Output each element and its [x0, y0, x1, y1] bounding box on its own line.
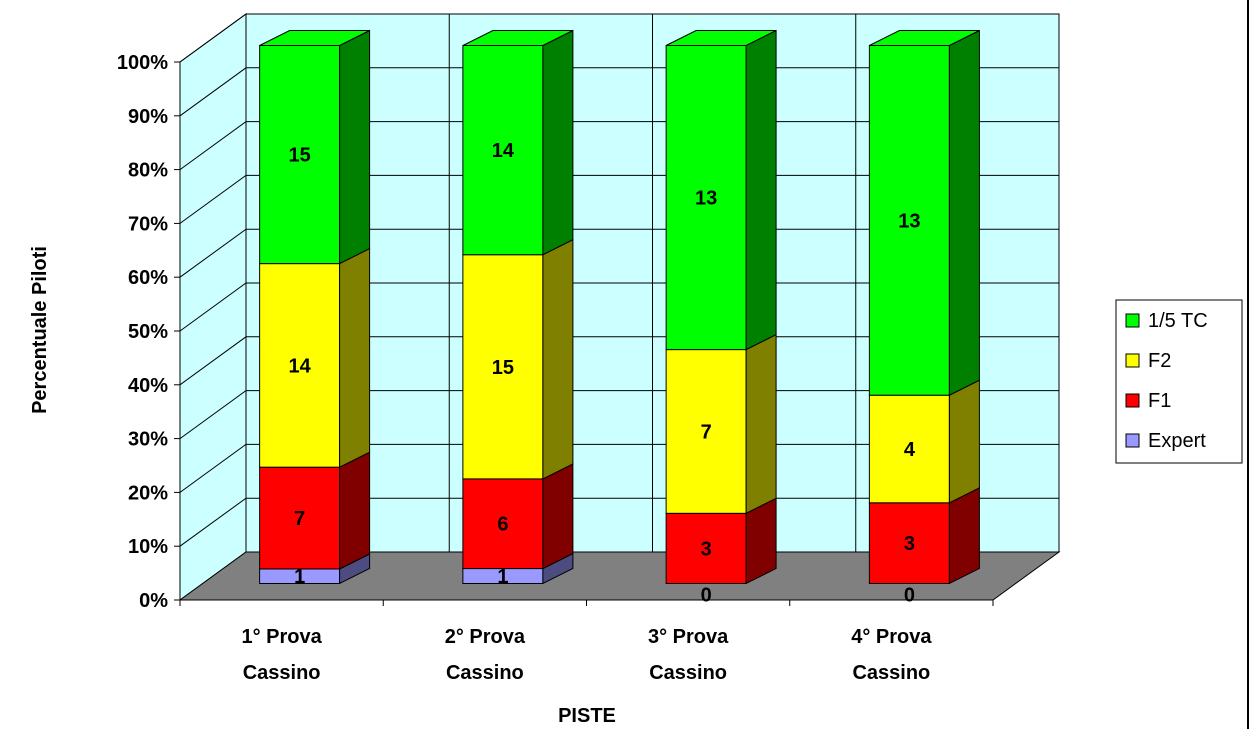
bar-segment-top: [462, 30, 574, 46]
data-label: 0: [904, 585, 915, 607]
y-tick-label: 0%: [139, 590, 168, 612]
bar-segment-side: [542, 29, 574, 256]
gridline: [179, 67, 1059, 117]
data-label: 15: [492, 357, 514, 379]
bar-segment-side: [745, 333, 777, 515]
data-label: 4: [904, 439, 916, 461]
legend-swatch: [1125, 353, 1140, 368]
bar-segment-side: [339, 451, 371, 570]
chart-axes: 0% 10% 20% 30% 40% 50% 60% 70% 80% 90% 100% 1° Prov…: [117, 0, 1249, 729]
legend-label: 1/5 TC: [1148, 310, 1208, 332]
gridline: [179, 121, 1059, 171]
y-tick-label: 40%: [128, 375, 168, 397]
bar-segment-side: [542, 463, 574, 570]
y-axis-title: Percentuale Piloti: [29, 246, 51, 414]
y-tick-label: 70%: [128, 213, 168, 235]
bar-segment-front: [665, 349, 747, 514]
bar-segment-front: [868, 394, 950, 504]
data-label: 7: [294, 508, 305, 530]
x-axis-title: PISTE: [558, 705, 616, 727]
bar-segment-side: [745, 29, 777, 351]
y-tick-label: 80%: [128, 160, 168, 182]
bar-segment-side: [948, 379, 980, 504]
y-tick-label: 20%: [128, 482, 168, 504]
y-tick-label: 60%: [128, 267, 168, 289]
x-tick-label: 2° Prova: [445, 626, 526, 648]
legend-label: F1: [1148, 390, 1171, 412]
bar-segment-top: [259, 30, 370, 46]
data-label: 1: [497, 566, 508, 588]
bar-segment-front: [868, 502, 950, 584]
data-label: 0: [701, 585, 712, 607]
data-label: 15: [289, 145, 311, 167]
bar-segment-top: [665, 30, 777, 46]
x-tick-label: 4° Prova: [851, 626, 932, 648]
data-label: 14: [492, 140, 515, 162]
gridline: [179, 228, 1059, 278]
legend-swatch: [1125, 313, 1140, 328]
data-label: 3: [701, 538, 712, 560]
data-label: 13: [695, 188, 717, 210]
chart-walls: [178, 13, 1061, 601]
bar-segment-front: [462, 45, 544, 256]
gridline: [179, 497, 1059, 547]
gridline: [179, 336, 1059, 386]
bar-segment-front: [462, 478, 544, 570]
gridline: [179, 282, 1059, 332]
gridline: [179, 13, 1059, 63]
x-tick-label: Cassino: [852, 662, 930, 684]
gridline: [179, 443, 1059, 493]
x-tick-label: Cassino: [446, 662, 524, 684]
data-label: 3: [904, 533, 915, 555]
x-tick-label: 3° Prova: [648, 626, 729, 648]
data-label: 14: [289, 355, 312, 377]
bar-segment-front: [665, 512, 747, 585]
y-tick-label: 30%: [128, 429, 168, 451]
bar-segment-side: [948, 486, 980, 585]
legend-label: F2: [1148, 350, 1171, 372]
bar-segment-front: [665, 45, 747, 351]
x-tick-label: Cassino: [243, 662, 321, 684]
bar-segment-front: [462, 254, 544, 480]
chart-bars: [259, 29, 980, 585]
data-label: 1: [294, 566, 305, 588]
bar-segment-front: [259, 45, 341, 265]
legend: 1/5 TC F2 F1 Expert: [1115, 299, 1243, 464]
bar-segment-top: [869, 30, 980, 46]
bar-segment-front: [259, 263, 341, 468]
y-tick-label: 10%: [128, 536, 168, 558]
x-tick-label: 1° Prova: [241, 626, 322, 648]
x-tick-label: Cassino: [649, 662, 727, 684]
legend-swatch: [1125, 393, 1140, 408]
bar-segment-side: [339, 247, 371, 469]
data-label: 7: [701, 421, 712, 443]
data-label: 6: [497, 514, 508, 536]
bar-segment-front: [259, 466, 341, 570]
legend-label: Expert: [1148, 430, 1206, 452]
y-tick-label: 100%: [117, 52, 168, 74]
y-tick-label: 90%: [128, 106, 168, 128]
bar-segment-side: [542, 238, 574, 480]
legend-swatch: [1125, 433, 1140, 448]
gridline: [179, 390, 1059, 440]
bar-segment-side: [948, 29, 980, 397]
data-label: 13: [898, 210, 920, 232]
y-tick-label: 50%: [128, 321, 168, 343]
gridline: [179, 174, 1059, 224]
bar-segment-side: [339, 29, 371, 265]
